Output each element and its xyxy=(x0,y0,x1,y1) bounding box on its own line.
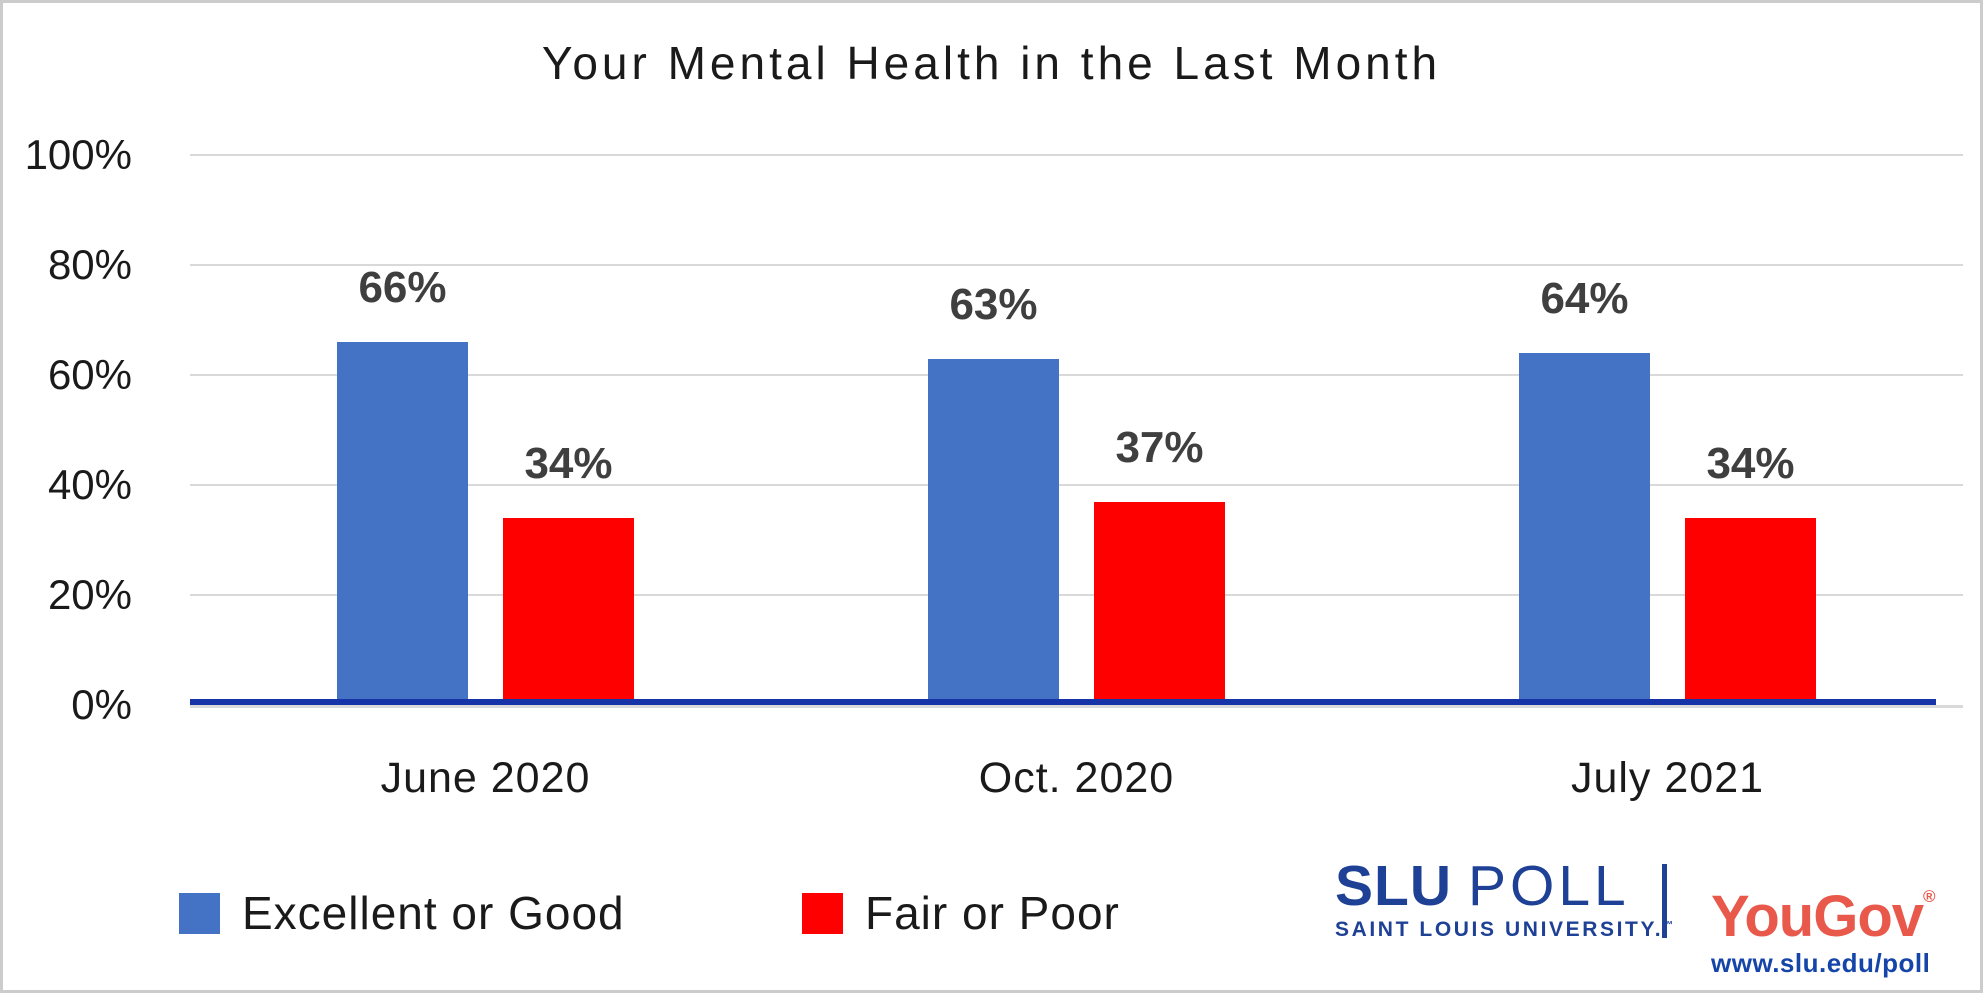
y-axis-tick-label-20: 20% xyxy=(47,571,132,618)
gridline-40 xyxy=(190,484,1963,486)
bar-fair-or-poor-1 xyxy=(1094,501,1225,705)
gridline-80 xyxy=(190,264,1963,266)
x-axis-line xyxy=(190,699,1936,705)
poll-logo-text: POLL xyxy=(1468,854,1630,918)
gridline-60 xyxy=(190,374,1963,376)
legend-item-excellent-or-good: Excellent or Good xyxy=(179,886,625,940)
slu-logo-subtitle: SAINT LOUIS UNIVERSITY.™ xyxy=(1335,918,1676,942)
slu-poll-logo: SLU POLL xyxy=(1335,856,1630,916)
slu-subtitle-text: SAINT LOUIS UNIVERSITY. xyxy=(1335,918,1664,941)
y-axis-tick-label-60: 60% xyxy=(47,351,132,398)
gridline-20 xyxy=(190,594,1963,596)
legend-swatch-fair-or-poor xyxy=(802,892,843,934)
y-axis-tick-label-100: 100% xyxy=(24,131,132,178)
bar-excellent-or-good-2 xyxy=(1519,353,1650,705)
chart-title: Your Mental Health in the Last Month xyxy=(541,37,1442,89)
legend-label-excellent-or-good: Excellent or Good xyxy=(242,887,625,939)
logo-divider-bar xyxy=(1662,864,1667,938)
y-axis-tick-label-0: 0% xyxy=(71,681,132,728)
data-label-0-1: 34% xyxy=(524,439,613,488)
data-label-1-0: 63% xyxy=(949,279,1038,329)
x-axis-label-0: June 2020 xyxy=(380,754,591,802)
data-label-2-1: 34% xyxy=(1706,439,1795,488)
bar-fair-or-poor-0 xyxy=(503,518,634,705)
x-axis-shadow-line xyxy=(190,705,1963,708)
legend-item-fair-or-poor: Fair or Poor xyxy=(802,886,1120,940)
bar-excellent-or-good-1 xyxy=(928,358,1059,705)
slu-poll-url: www.slu.edu/poll xyxy=(1711,948,1931,978)
x-axis-label-1: Oct. 2020 xyxy=(978,754,1175,802)
yougov-logo-text: YouGov xyxy=(1711,884,1924,949)
data-label-1-1: 37% xyxy=(1115,422,1204,472)
legend-swatch-excellent-or-good xyxy=(179,892,220,934)
y-axis-tick-label-80: 80% xyxy=(47,241,132,288)
registered-symbol: ® xyxy=(1923,887,1935,906)
x-axis-label-2: July 2021 xyxy=(1570,754,1765,802)
trademark-symbol: ™ xyxy=(1663,920,1676,931)
gridline-100 xyxy=(190,154,1963,156)
slu-logo-text: SLU xyxy=(1335,854,1452,918)
legend-label-fair-or-poor: Fair or Poor xyxy=(865,887,1120,939)
data-label-0-0: 66% xyxy=(358,263,447,312)
y-axis-tick-label-40: 40% xyxy=(47,461,132,508)
bar-fair-or-poor-2 xyxy=(1685,518,1816,705)
data-label-2-0: 64% xyxy=(1540,274,1629,323)
bar-excellent-or-good-0 xyxy=(337,342,468,705)
yougov-logo: YouGov® xyxy=(1711,868,1936,946)
